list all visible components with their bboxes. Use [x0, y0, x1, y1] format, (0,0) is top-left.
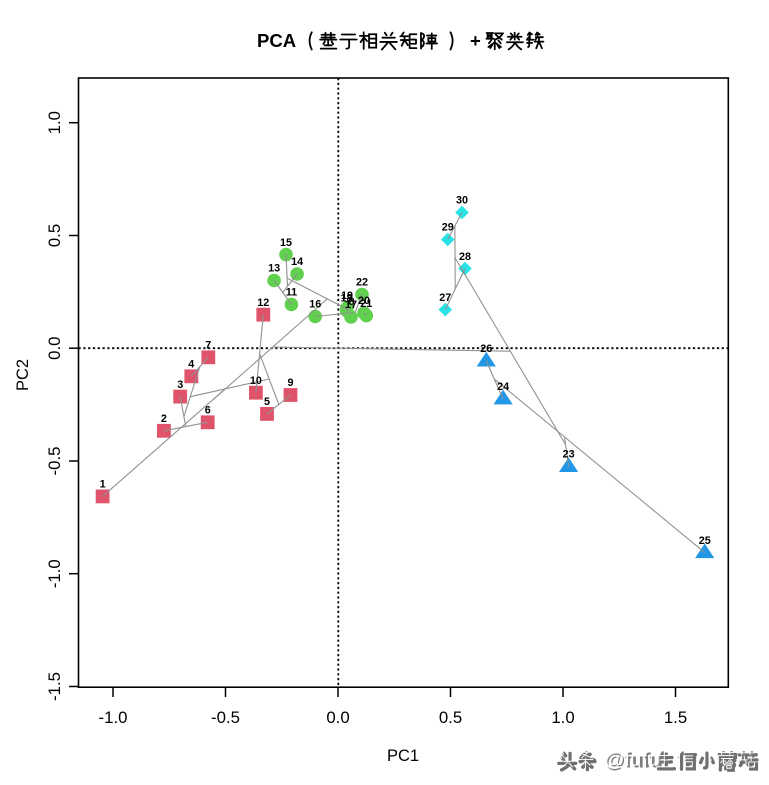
- svg-text:4: 4: [188, 359, 194, 371]
- svg-text:-1.0: -1.0: [99, 708, 128, 727]
- svg-text:PC1: PC1: [387, 747, 419, 765]
- svg-text:0.5: 0.5: [439, 708, 462, 727]
- svg-text:1.0: 1.0: [45, 111, 64, 134]
- svg-text:13: 13: [268, 263, 280, 275]
- svg-text:1: 1: [100, 479, 106, 491]
- svg-text:+: +: [470, 30, 481, 51]
- svg-text:27: 27: [439, 292, 451, 304]
- svg-text:@fufu: @fufu: [604, 749, 658, 771]
- svg-text:18: 18: [340, 293, 352, 305]
- svg-text:23: 23: [563, 449, 575, 461]
- svg-text:15: 15: [280, 237, 292, 249]
- svg-text:25: 25: [699, 535, 711, 547]
- svg-text:-1.5: -1.5: [45, 672, 64, 701]
- svg-text:1.0: 1.0: [551, 708, 574, 727]
- svg-text:PCA: PCA: [257, 30, 296, 51]
- svg-text:21: 21: [360, 298, 372, 310]
- svg-text:19: 19: [341, 290, 353, 302]
- svg-text:30: 30: [456, 195, 468, 207]
- svg-text:0.0: 0.0: [326, 708, 349, 727]
- svg-text:10: 10: [250, 375, 262, 387]
- svg-text:11: 11: [286, 287, 297, 299]
- svg-text:@fufu: @fufu: [606, 751, 663, 773]
- svg-text:20: 20: [358, 295, 370, 307]
- svg-text:3: 3: [177, 379, 183, 391]
- svg-text:5: 5: [264, 396, 270, 408]
- svg-text:29: 29: [442, 222, 454, 234]
- svg-text:14: 14: [291, 256, 303, 268]
- svg-text:7: 7: [205, 340, 211, 352]
- svg-text:-1.0: -1.0: [45, 559, 64, 588]
- svg-text:2: 2: [161, 413, 167, 425]
- svg-text:16: 16: [309, 299, 321, 311]
- svg-text:6: 6: [205, 405, 211, 417]
- svg-text:17: 17: [345, 299, 357, 311]
- svg-text:22: 22: [356, 277, 368, 289]
- svg-text:1.5: 1.5: [664, 708, 687, 727]
- svg-text:26: 26: [480, 343, 492, 355]
- svg-text:28: 28: [459, 251, 471, 263]
- svg-text:0.5: 0.5: [45, 224, 64, 247]
- svg-text:-0.5: -0.5: [45, 447, 64, 476]
- svg-text:-0.5: -0.5: [211, 708, 240, 727]
- svg-text:8: 8: [348, 296, 354, 308]
- svg-text:0.0: 0.0: [45, 337, 64, 360]
- svg-text:24: 24: [497, 381, 509, 393]
- svg-text:9: 9: [287, 377, 293, 389]
- svg-text:12: 12: [257, 297, 269, 309]
- svg-text:PC2: PC2: [14, 359, 32, 391]
